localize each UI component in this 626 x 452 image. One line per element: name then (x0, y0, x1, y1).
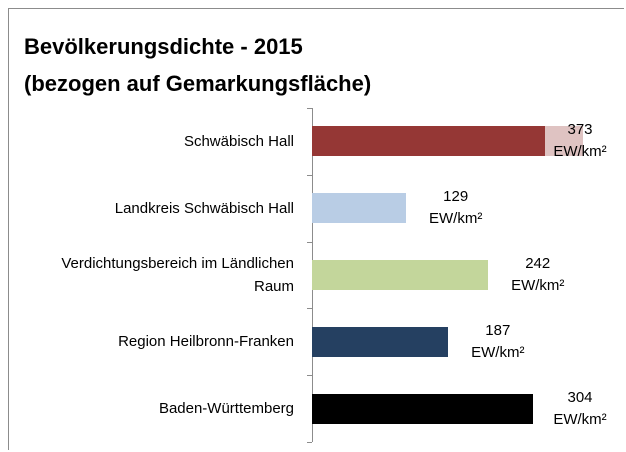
data-label: 304 EW/km² (545, 386, 615, 431)
y-tick-label: Landkreis Schwäbisch Hall (114, 199, 294, 217)
bar (312, 326, 448, 357)
tick (307, 241, 312, 243)
tick (307, 375, 312, 377)
tick (307, 174, 312, 176)
bar (312, 393, 533, 424)
tick (307, 442, 312, 443)
chart-title: Bevölkerungsdichte - 2015 (24, 34, 303, 59)
data-label: 373 EW/km² (545, 119, 615, 164)
bar (312, 126, 583, 157)
bar (312, 260, 488, 290)
y-tick-label: Region Heilbronn-Franken (118, 333, 294, 351)
chart (8, 8, 624, 450)
chart-subtitle: (bezogen auf Gemarkungsfläche) (24, 71, 372, 96)
y-tick-label: Schwäbisch Hall (183, 132, 294, 150)
data-label: 242 EW/km² (502, 253, 573, 297)
y-tick-label: Baden-Württemberg (158, 400, 294, 418)
data-label: 129 EW/km² (420, 186, 491, 231)
tick (307, 308, 312, 310)
bar (312, 193, 406, 224)
y-tick-label: Verdichtungsbereich im Ländlichen Raum (61, 255, 294, 295)
data-label: 187 EW/km² (462, 319, 533, 364)
tick (307, 108, 312, 109)
